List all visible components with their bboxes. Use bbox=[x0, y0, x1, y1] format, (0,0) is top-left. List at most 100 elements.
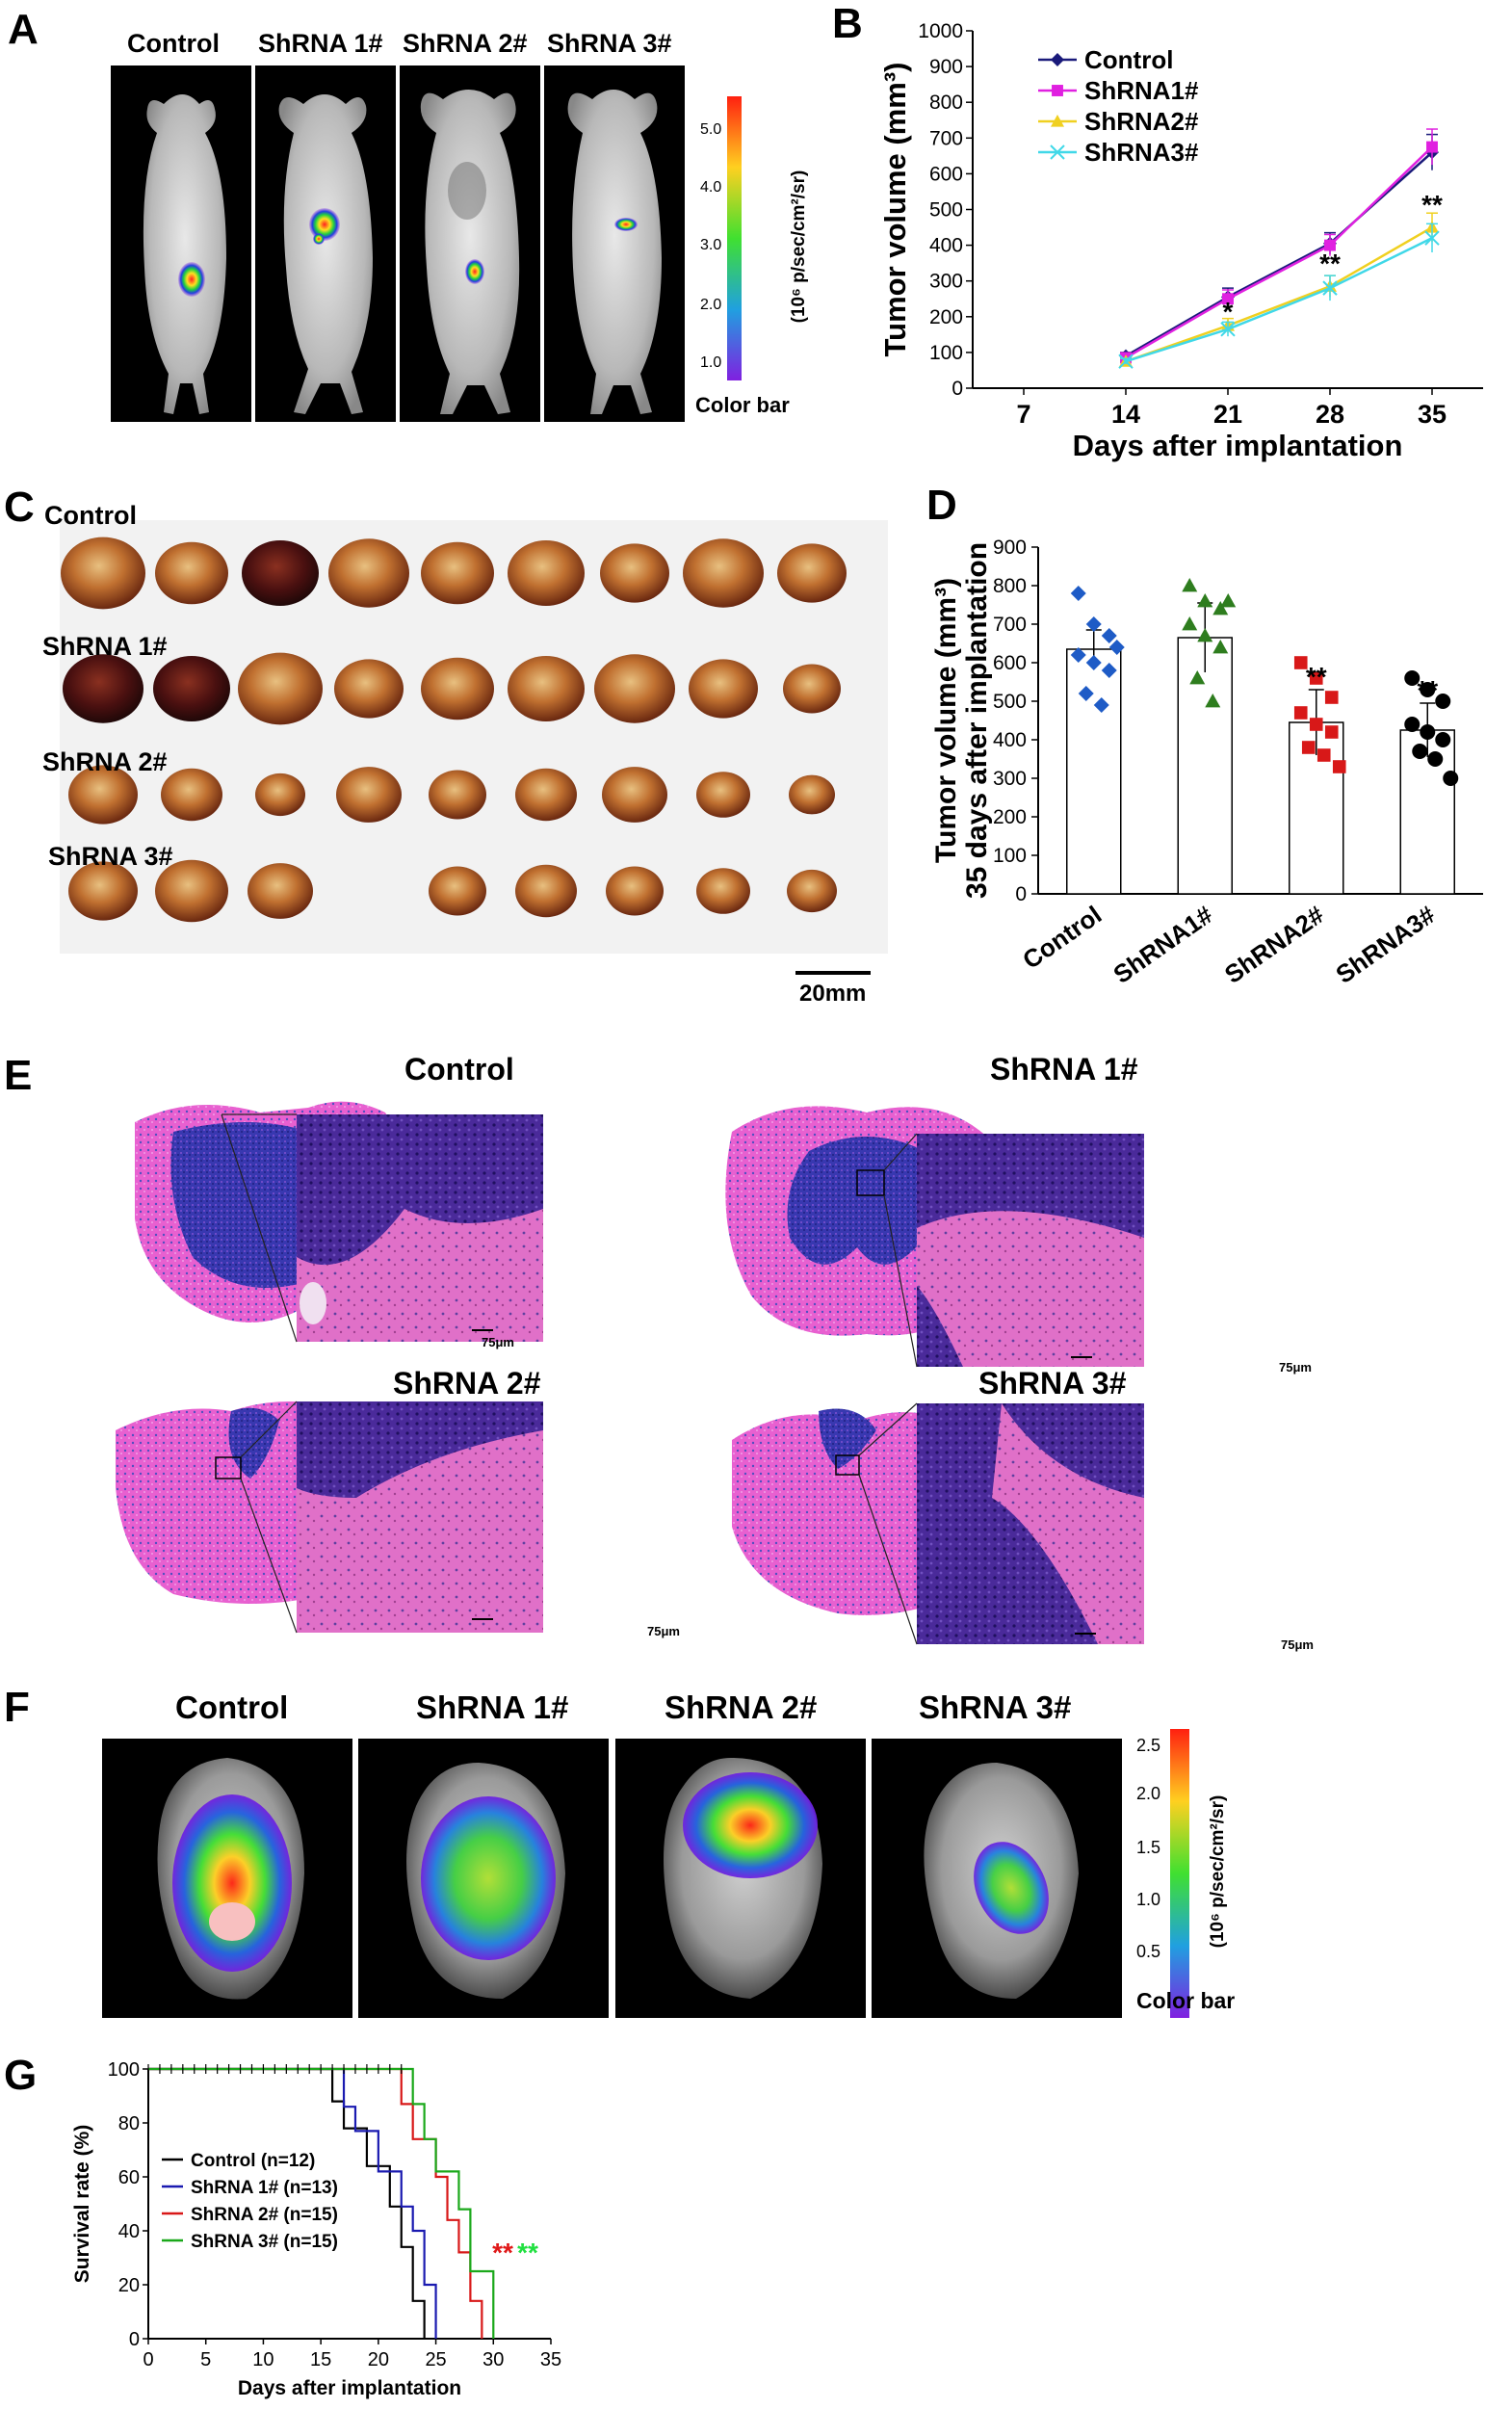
chart-d-point bbox=[1309, 671, 1323, 685]
chart-b-point bbox=[1222, 293, 1234, 305]
panel-e-scale-control: 75μm bbox=[482, 1335, 514, 1349]
colorbar-f-tick: 1.0 bbox=[1136, 1890, 1161, 1909]
chart-d-point bbox=[1101, 628, 1117, 643]
panel-label-b: B bbox=[832, 0, 863, 47]
chart-g-y-tick-label: 80 bbox=[118, 2113, 140, 2134]
tumor-specimen bbox=[508, 656, 585, 721]
chart-d-point bbox=[1324, 725, 1339, 739]
panel-c-row-control: Control bbox=[44, 501, 137, 530]
panel-a-group-shrna2: ShRNA 2# bbox=[403, 29, 528, 58]
panel-label-d: D bbox=[926, 482, 957, 529]
chart-b-legend-label: ShRNA2# bbox=[1084, 107, 1199, 136]
chart-b-legend-marker bbox=[1052, 85, 1063, 96]
colorbar-a-tick: 5.0 bbox=[700, 121, 722, 138]
chart-b-legend-marker bbox=[1051, 115, 1064, 127]
tumor-specimen bbox=[594, 654, 675, 723]
chart-d-y-axis-label: 35 days after implantation bbox=[961, 542, 993, 899]
colorbar-f-tick: 0.5 bbox=[1136, 1942, 1161, 1961]
chart-b-y-tick-label: 400 bbox=[929, 235, 963, 257]
tumor-specimen bbox=[155, 859, 228, 923]
chart-b-y-tick-label: 700 bbox=[929, 127, 963, 149]
colorbar-a-tick: 4.0 bbox=[700, 179, 722, 196]
colorbar-a-title: Color bar bbox=[695, 393, 790, 417]
panel-e-histology bbox=[116, 1101, 1144, 1645]
tumor-specimen bbox=[515, 768, 577, 822]
chart-g-x-tick-label: 5 bbox=[200, 2349, 211, 2370]
chart-d-point bbox=[1435, 694, 1451, 709]
chart-b-point bbox=[1118, 353, 1134, 369]
histology-shrna2 bbox=[116, 1401, 543, 1634]
chart-d-category-label: Control bbox=[1017, 900, 1107, 975]
chart-d-point bbox=[1293, 656, 1308, 669]
panel-c-scale-bar bbox=[795, 971, 871, 975]
chart-d-point bbox=[1189, 670, 1206, 685]
brain-image-control bbox=[102, 1739, 352, 2018]
tumor-specimen bbox=[155, 541, 228, 605]
chart-g-legend-label: ShRNA 2# (n=15) bbox=[191, 2205, 338, 2225]
chart-d-y-tick-label: 800 bbox=[993, 575, 1027, 597]
chart-b-point bbox=[1322, 280, 1338, 296]
panel-f-group-shrna3: ShRNA 3# bbox=[919, 1689, 1072, 1725]
chart-b-legend-marker bbox=[1050, 144, 1065, 160]
chart-d-significance: ** bbox=[1417, 675, 1438, 705]
chart-b-legend-marker bbox=[1051, 53, 1064, 66]
mouse-photo-shrna1 bbox=[255, 65, 396, 422]
chart-d-y-tick-label: 900 bbox=[993, 537, 1027, 559]
panel-e-group-control: Control bbox=[404, 1052, 514, 1087]
panel-a-colorbar bbox=[727, 96, 742, 380]
chart-b-y-tick-label: 300 bbox=[929, 271, 963, 293]
chart-d-point bbox=[1301, 741, 1316, 754]
chart-b-x-tick-label: 14 bbox=[1111, 400, 1140, 429]
chart-b-legend-label: ShRNA3# bbox=[1084, 138, 1199, 167]
chart-d-y-tick-label: 700 bbox=[993, 614, 1027, 636]
chart-d-point bbox=[1078, 686, 1094, 701]
chart-g-x-tick-label: 0 bbox=[143, 2349, 153, 2370]
chart-d-y-tick-label: 0 bbox=[1015, 883, 1027, 905]
chart-d-point bbox=[1182, 578, 1198, 592]
chart-g-x-tick-label: 25 bbox=[425, 2349, 446, 2370]
chart-b-tumor-growth: 0 100 200 300 400 500 600 700 800 900 1000 7 14 21 28 3… bbox=[878, 20, 1483, 462]
chart-b-significance: ** bbox=[1421, 190, 1443, 220]
chart-b-point bbox=[1220, 322, 1236, 337]
chart-g-x-axis-label: Days after implantation bbox=[238, 2377, 461, 2399]
chart-g-x-tick-label: 20 bbox=[368, 2349, 389, 2370]
chart-g-legend-label: ShRNA 1# (n=13) bbox=[191, 2178, 338, 2198]
chart-d-bar bbox=[1066, 648, 1122, 895]
chart-b-series bbox=[1119, 212, 1439, 367]
chart-g-survival: 0 20 40 60 80 100 0 5 10 15 20 25 30 35 Days after imp… bbox=[71, 2059, 561, 2399]
panel-e-group-shrna2: ShRNA 2# bbox=[393, 1366, 541, 1401]
panel-c-row-shrna2: ShRNA 2# bbox=[42, 747, 168, 776]
tumor-specimen bbox=[421, 541, 494, 605]
colorbar-a-units: (10⁶ p/sec/cm²/sr) bbox=[789, 170, 809, 324]
chart-d-point bbox=[1412, 744, 1428, 759]
colorbar-f-title: Color bar bbox=[1136, 1988, 1236, 2013]
chart-d-point bbox=[1182, 616, 1198, 631]
chart-b-x-tick-label: 7 bbox=[1016, 400, 1030, 429]
panel-c-tumor-photo bbox=[60, 520, 888, 954]
histology-control bbox=[135, 1101, 543, 1343]
chart-d-point bbox=[1197, 593, 1213, 608]
panel-a-group-shrna3: ShRNA 3# bbox=[547, 29, 672, 58]
chart-b-legend-label: ShRNA1# bbox=[1084, 76, 1199, 105]
tumor-specimen bbox=[689, 659, 758, 719]
chart-d-point bbox=[1293, 706, 1308, 720]
chart-b-x-tick-label: 35 bbox=[1418, 400, 1447, 429]
chart-b-y-tick-label: 1000 bbox=[918, 20, 963, 42]
tumor-specimen bbox=[421, 657, 494, 720]
panel-label-e: E bbox=[4, 1052, 33, 1099]
tumor-specimen bbox=[255, 772, 305, 817]
chart-b-x-tick-label: 28 bbox=[1316, 400, 1344, 429]
chart-d-y-axis-label: Tumor volume (mm³) bbox=[930, 578, 962, 863]
panel-f-group-shrna1: ShRNA 1# bbox=[416, 1689, 569, 1725]
chart-d-category-label: ShRNA3# bbox=[1330, 900, 1441, 989]
panel-e-scale-shrna1: 75μm bbox=[1279, 1360, 1312, 1375]
panel-f-brain-bioluminescence bbox=[102, 1739, 1122, 2018]
chart-d-y-tick-label: 600 bbox=[993, 652, 1027, 674]
tumor-specimen bbox=[515, 864, 577, 918]
panel-e-group-shrna1: ShRNA 1# bbox=[990, 1052, 1138, 1087]
chart-g-x-tick-label: 35 bbox=[540, 2349, 561, 2370]
panel-label-g: G bbox=[4, 2052, 38, 2099]
chart-g-y-tick-label: 0 bbox=[129, 2329, 140, 2350]
colorbar-a-gradient bbox=[727, 96, 742, 380]
tumor-specimen bbox=[248, 863, 313, 919]
